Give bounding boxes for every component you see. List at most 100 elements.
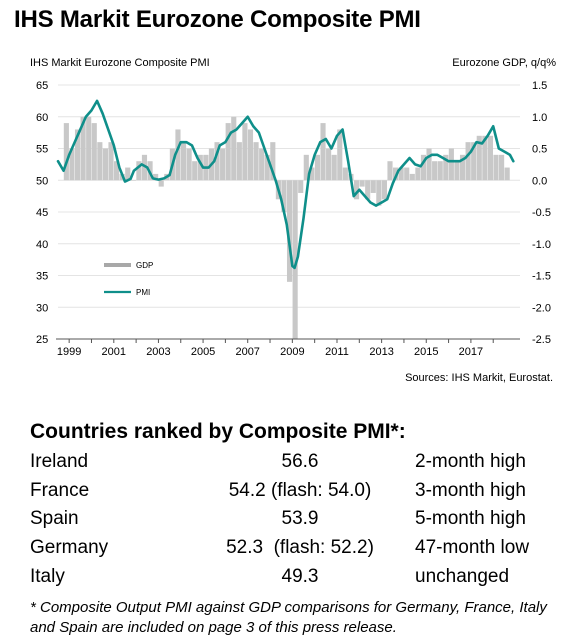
page-title: IHS Markit Eurozone Composite PMI [14,6,421,33]
legend-gdp-label: GDP [136,261,153,270]
gdp-bar [102,148,108,181]
x-tick-label: 2009 [280,346,304,358]
gdp-bar [387,161,393,181]
gdp-bar [504,167,510,181]
gdp-bar [353,180,360,200]
gdp-bar [398,167,404,181]
table-row: France 54.2 (flash: 54.0) 3-month high [30,477,550,506]
gdp-bar [342,167,348,181]
gdp-bar [499,154,505,181]
gdp-bar [493,154,499,181]
gdp-bar [454,161,460,181]
gdp-bar [114,161,120,181]
left-axis-title: IHS Markit Eurozone Composite PMI [30,57,210,69]
gdp-bar [286,180,293,282]
pmi-value: 53.9 [281,508,319,530]
gdp-bar [141,154,148,181]
country-name: Spain [30,508,79,530]
gdp-bar [459,154,466,181]
gdp-bar [180,142,187,181]
gdp-bar [320,123,326,181]
gdp-bar [253,142,259,181]
gdp-bar [153,173,159,181]
pmi-status: 3-month high [415,479,526,501]
right-tick-label: -1.0 [532,239,551,251]
gdp-bars [63,116,510,339]
gdp-bar [69,148,75,181]
gdp-bar [448,148,454,181]
gdp-bar [415,167,421,181]
right-tick-label: -2.0 [532,302,551,314]
gdp-bar [80,116,86,181]
gdp-bar [236,142,242,181]
gdp-bar [465,142,471,181]
gdp-bar [86,116,92,181]
gdp-bar [281,180,287,212]
gdp-bar [264,154,270,181]
pmi-value: 54.2 (flash: 54.0) [228,479,372,501]
pmi-value: 56.6 [281,451,319,473]
gdp-bar [359,180,365,187]
gdp-bar [130,180,136,181]
gdp-bar [365,180,371,200]
table-row: Italy 49.3 unchanged [30,562,550,591]
gdp-bar [432,161,438,181]
gdp-bar [247,129,254,181]
gdp-bar [175,129,181,181]
rankings-table: Ireland 56.6 2-month high France 54.2 (f… [30,448,550,591]
right-tick-label: 0.0 [532,175,547,187]
right-tick-label: 1.0 [532,112,547,124]
left-tick-label: 50 [36,175,48,187]
right-axis-title: Eurozone GDP, q/q% [452,57,556,69]
left-tick-label: 55 [36,144,48,156]
country-name: Germany [30,537,109,559]
gdp-bar [409,173,415,181]
gdp-bar [214,142,220,181]
gdp-bar [381,180,387,200]
chart-source: Sources: IHS Markit, Eurostat. [405,372,553,384]
left-tick-label: 35 [36,271,48,283]
axes: 25 30 35 40 45 50 55 60 65 -2.5 -2.0 -1.5 -1.0 -0.5 0.… [36,80,551,358]
right-tick-label: 1.5 [532,80,547,92]
gdp-bar [242,123,248,181]
gdp-bar [376,180,382,206]
right-tick-label: -0.5 [532,207,551,219]
left-tick-label: 45 [36,207,48,219]
pmi-status: 5-month high [415,508,526,530]
pmi-gdp-chart: IHS Markit Eurozone Composite PMI Eurozo… [0,40,580,390]
country-name: Ireland [30,451,89,473]
gdp-bar [158,180,164,187]
chart-svg: IHS Markit Eurozone Composite PMI Eurozo… [30,57,556,384]
rankings-heading: Countries ranked by Composite PMI*: [30,420,406,443]
gdp-bar [91,123,97,181]
gdp-bar [259,148,265,181]
pmi-line [56,99,515,270]
gdp-bar [471,142,477,181]
footnote: * Composite Output PMI against GDP compa… [30,599,547,636]
pmi-status: 47-month low [415,537,530,559]
gdp-bar [309,167,315,181]
gdp-bar [443,154,449,181]
right-tick-label: -2.5 [532,334,551,346]
right-tick-label: -1.5 [532,271,551,283]
gdp-bar [186,148,192,181]
x-tick-label: 2001 [102,346,126,358]
pmi-value: 52.3 (flash: 52.2) [226,537,374,559]
gdp-bar [136,161,142,181]
left-tick-label: 30 [36,302,48,314]
legend: GDP PMI [104,261,153,297]
gdp-bar [225,123,231,181]
country-name: France [30,479,90,501]
x-tick-label: 2017 [459,346,483,358]
left-tick-label: 60 [36,112,48,124]
gdp-bar [74,129,81,181]
x-tick-label: 2015 [414,346,438,358]
country-name: Italy [30,565,65,587]
table-row: Spain 53.9 5-month high [30,505,550,534]
x-tick-label: 2005 [191,346,215,358]
table-row: Ireland 56.6 2-month high [30,448,550,477]
gdp-bar [314,154,321,181]
gdp-bar [220,148,226,181]
gdp-bar [370,180,376,193]
gdp-bar [97,142,103,181]
